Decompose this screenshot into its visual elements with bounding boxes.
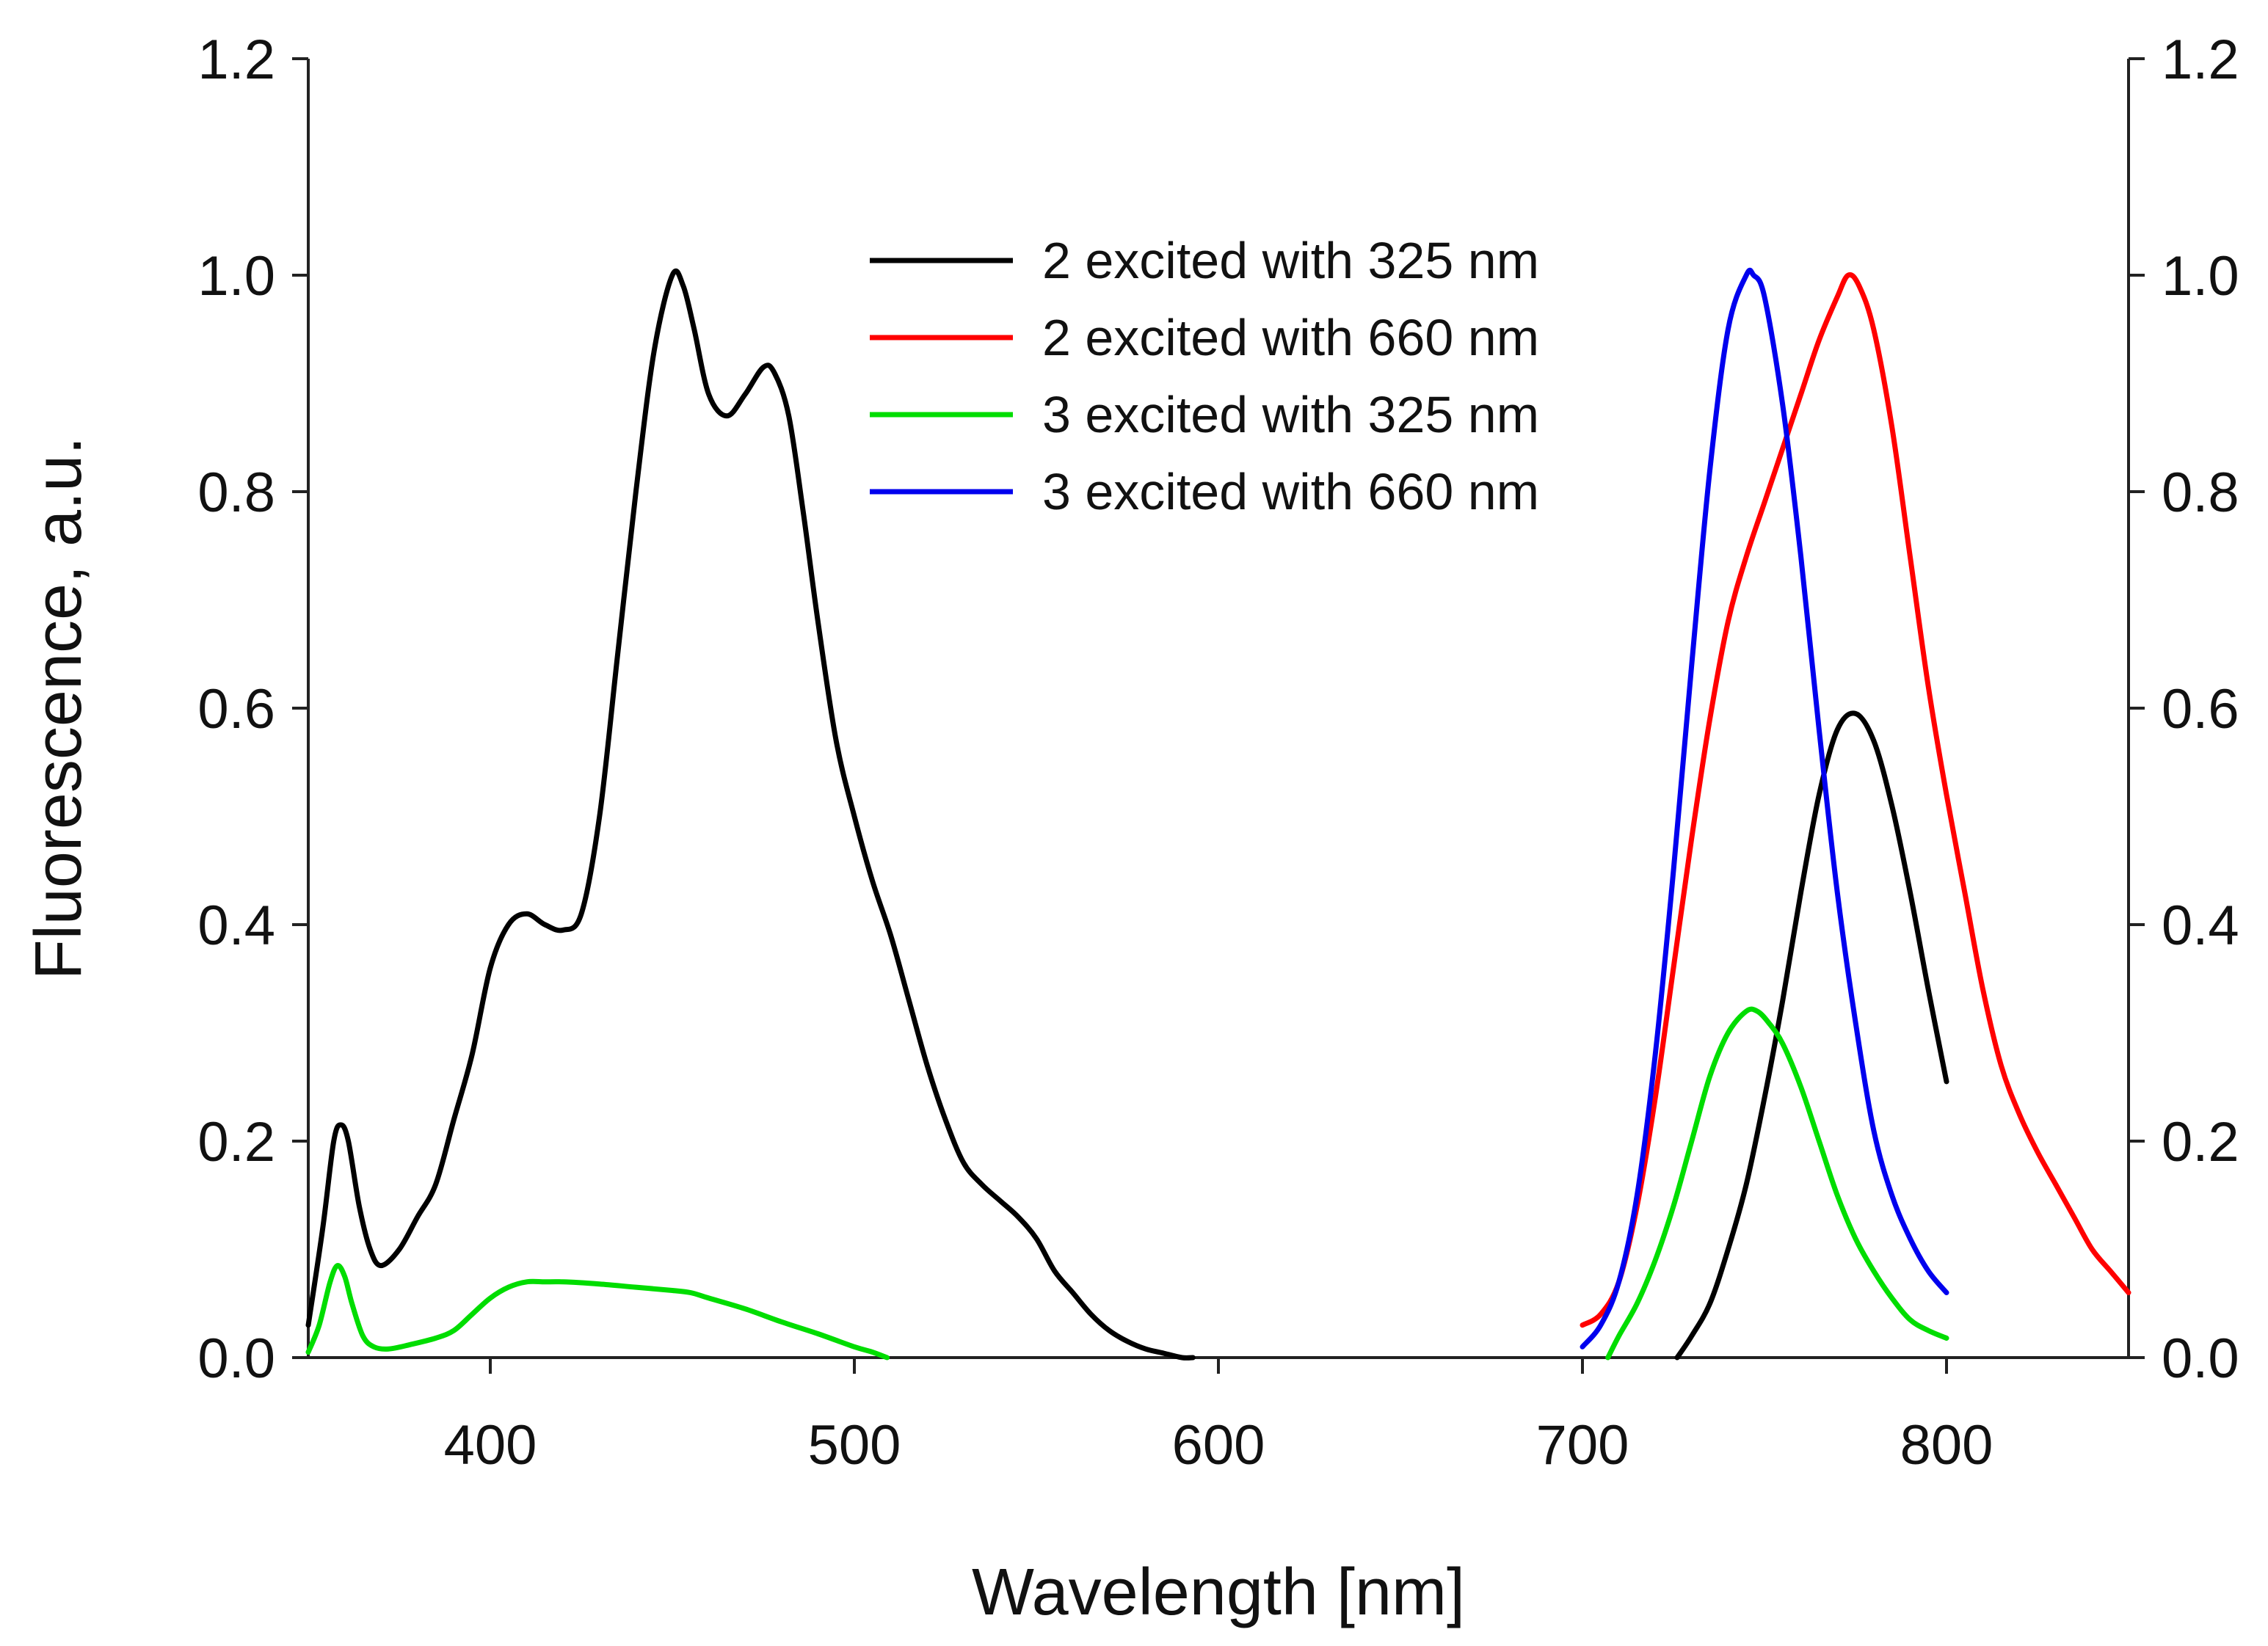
- y-tick-label-left: 1.2: [197, 29, 275, 91]
- x-tick-label: 600: [1172, 1414, 1265, 1476]
- series-line-2-excited-with-660-nm-1: [1580, 272, 2131, 1328]
- axes: 0.0 0.0 0.2 0.2 0.4 0.4 0.6 0.6 0.8 0.8 1.0 1.0 1.2 1…: [197, 29, 2239, 1476]
- x-tick-label: 800: [1900, 1414, 1993, 1476]
- y-tick-label-right: 1.2: [2162, 29, 2239, 91]
- y-tick-label-right: 0.2: [2162, 1111, 2239, 1173]
- legend-label-2-excited-with-660-nm: 2 excited with 660 nm: [1042, 309, 1539, 366]
- y-tick-label-right: 0.0: [2162, 1328, 2239, 1390]
- series-line-3-excited-with-325-nm-1: [305, 1263, 890, 1361]
- series-line-3-excited-with-325-nm-2: [1605, 1006, 1949, 1361]
- legend-label-3-excited-with-325-nm: 3 excited with 325 nm: [1042, 386, 1539, 443]
- y-tick-label-right: 1.0: [2162, 245, 2239, 307]
- y-tick-label-right: 0.8: [2162, 462, 2239, 524]
- x-tick-label: 700: [1536, 1414, 1629, 1476]
- y-tick-label-right: 0.6: [2162, 678, 2239, 740]
- series-line-3-excited-with-660-nm-1: [1580, 267, 1949, 1350]
- legend: 2 excited with 325 nm 2 excited with 660 …: [870, 232, 1539, 520]
- y-tick-label-left: 1.0: [197, 245, 275, 307]
- series-line-2-excited-with-325-nm-2: [1674, 710, 1949, 1361]
- x-axis-title: Wavelength [nm]: [972, 1556, 1465, 1629]
- legend-label-3-excited-with-660-nm: 3 excited with 660 nm: [1042, 463, 1539, 520]
- y-axis-title: Fluorescence, a.u.: [22, 437, 95, 980]
- y-tick-label-left: 0.6: [197, 678, 275, 740]
- y-tick-label-left: 0.4: [197, 895, 275, 957]
- series-line-2-excited-with-325-nm-1: [305, 268, 1196, 1361]
- plot-lines: [305, 267, 2131, 1361]
- y-tick-label-left: 0.0: [197, 1328, 275, 1390]
- x-tick-label: 500: [808, 1414, 901, 1476]
- y-tick-label-left: 0.8: [197, 462, 275, 524]
- y-tick-label-right: 0.4: [2162, 895, 2239, 957]
- x-tick-label: 400: [444, 1414, 537, 1476]
- legend-label-2-excited-with-325-nm: 2 excited with 325 nm: [1042, 232, 1539, 289]
- y-tick-label-left: 0.2: [197, 1111, 275, 1173]
